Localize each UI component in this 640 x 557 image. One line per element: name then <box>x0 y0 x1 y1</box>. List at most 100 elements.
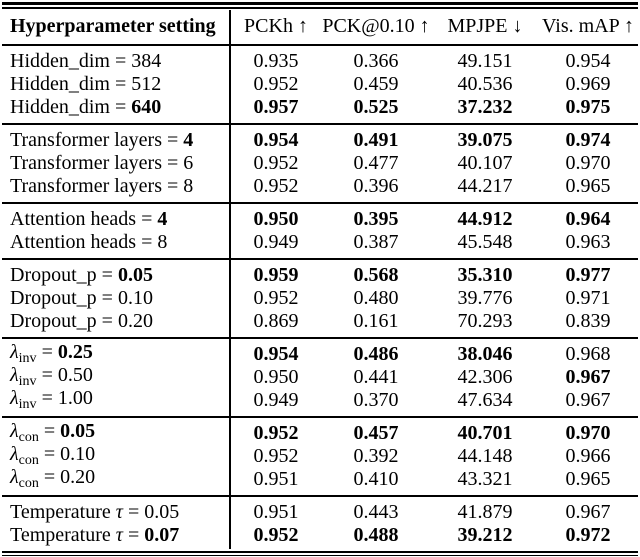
label-text: = <box>36 387 58 409</box>
table-row: Hidden_dim = 384 0.935 0.366 49.151 0.954 <box>2 50 638 73</box>
row-label: Temperature τ = 0.05 <box>2 501 232 524</box>
section-divider <box>2 494 638 497</box>
label-text: Hidden_dim = <box>10 49 132 72</box>
table-row: Transformer layers = 6 0.952 0.477 40.107 0.… <box>2 152 638 175</box>
table-section-dropout-p: Dropout_p = 0.05 0.959 0.568 35.310 0.977 Dro… <box>2 260 638 337</box>
metric-value: 43.321 <box>457 467 513 490</box>
label-subscript: con <box>18 430 39 445</box>
column-divider-line <box>229 10 231 549</box>
label-text: 1.00 <box>57 387 93 409</box>
metric-value: 0.459 <box>353 72 399 95</box>
row-label: Attention heads = 4 <box>2 208 232 231</box>
label-text: Dropout_p = <box>10 286 118 309</box>
metric-value: 0.952 <box>253 151 299 174</box>
metric-value: 0.950 <box>253 207 299 230</box>
table-row: Transformer layers = 4 0.954 0.491 39.075 0.… <box>2 129 638 152</box>
label-text: = <box>38 443 61 465</box>
table-row: Hidden_dim = 512 0.952 0.459 40.536 0.969 <box>2 73 638 96</box>
section-divider <box>2 122 638 125</box>
metric-value: 38.046 <box>457 342 513 365</box>
metric-value: 0.457 <box>353 421 399 444</box>
label-text: = <box>38 420 61 442</box>
row-label: λcon = 0.10 <box>2 443 232 469</box>
table-row: Dropout_p = 0.20 0.869 0.161 70.293 0.839 <box>2 310 638 333</box>
row-label: Hidden_dim = 640 <box>2 96 232 119</box>
metric-value: 0.952 <box>253 444 299 467</box>
label-text: Hidden_dim = <box>10 72 132 95</box>
table-row: Hidden_dim = 640 0.957 0.525 37.232 0.975 <box>2 96 638 119</box>
table-section-attention-heads: Attention heads = 4 0.950 0.395 44.912 0.964… <box>2 204 638 258</box>
metric-value: 0.952 <box>253 421 299 444</box>
label-text: = <box>38 466 61 488</box>
metric-value: 70.293 <box>457 309 513 332</box>
metric-value: 49.151 <box>457 49 513 72</box>
table-body: Hidden_dim = 384 0.935 0.366 49.151 0.954 Hid… <box>2 46 638 551</box>
label-text: 512 <box>131 72 162 95</box>
table-row: Temperature τ = 0.05 0.951 0.443 41.879 0.96… <box>2 501 638 524</box>
metric-value: 0.965 <box>565 174 611 197</box>
table-row: λinv = 0.50 0.950 0.441 42.306 0.967 <box>2 364 638 390</box>
label-text: 0.25 <box>57 341 93 363</box>
table-row: λcon = 0.10 0.952 0.392 44.148 0.966 <box>2 443 638 469</box>
metric-value: 0.952 <box>253 72 299 95</box>
metric-value: 0.869 <box>253 309 299 332</box>
label-text: 0.05 <box>60 420 96 442</box>
label-text: 640 <box>131 95 162 118</box>
row-label: Transformer layers = 4 <box>2 129 232 152</box>
table-row: Temperature τ = 0.07 0.952 0.488 39.212 0.97… <box>2 524 638 547</box>
metric-value: 0.491 <box>353 128 399 151</box>
table-row: λinv = 1.00 0.949 0.370 47.634 0.967 <box>2 387 638 413</box>
row-label: Hidden_dim = 512 <box>2 73 232 96</box>
label-text: Transformer layers = <box>10 151 184 174</box>
metric-value: 39.212 <box>457 523 513 546</box>
label-text: λ <box>10 341 19 363</box>
top-rule-thick <box>2 2 638 5</box>
metric-value: 0.954 <box>565 49 611 72</box>
metric-value: 44.912 <box>457 207 513 230</box>
label-text: Hidden_dim = <box>10 95 132 118</box>
metric-value: 0.954 <box>253 342 299 365</box>
metric-value: 0.161 <box>353 309 399 332</box>
metric-value: 0.949 <box>253 230 299 253</box>
label-text: 0.50 <box>57 364 93 386</box>
label-text: λ <box>10 443 19 465</box>
header-divider <box>2 43 638 46</box>
metric-value: 35.310 <box>457 263 513 286</box>
row-label: λinv = 1.00 <box>2 387 232 413</box>
metric-value: 0.488 <box>353 523 399 546</box>
metric-value: 39.776 <box>457 286 513 309</box>
row-label: Dropout_p = 0.20 <box>2 310 232 333</box>
section-divider <box>2 257 638 260</box>
header-vis-map: Vis. mAP ↑ <box>542 14 634 37</box>
label-subscript: inv <box>18 397 37 412</box>
metric-value: 0.967 <box>565 500 611 523</box>
top-rule-thin <box>2 7 638 9</box>
metric-value: 0.964 <box>565 207 611 230</box>
metric-value: 41.879 <box>457 500 513 523</box>
header-mpjpe: MPJPE ↓ <box>447 14 523 37</box>
label-text: 0.05 <box>144 500 180 523</box>
row-label: λinv = 0.50 <box>2 364 232 390</box>
metric-value: 0.970 <box>565 151 611 174</box>
row-label: λinv = 0.25 <box>2 341 232 367</box>
label-text: 0.07 <box>144 523 180 546</box>
label-text: 0.10 <box>117 286 153 309</box>
label-subscript: inv <box>18 351 37 366</box>
label-text: Dropout_p = <box>10 309 118 332</box>
metric-value: 0.971 <box>565 286 611 309</box>
metric-value: 0.366 <box>353 49 399 72</box>
row-label: Attention heads = 8 <box>2 231 232 254</box>
label-text: = <box>122 523 145 546</box>
metric-value: 0.486 <box>353 342 399 365</box>
label-text: 0.10 <box>60 443 96 465</box>
metric-value: 0.480 <box>353 286 399 309</box>
bottom-rule-thin2 <box>2 554 638 556</box>
metric-value: 0.952 <box>253 174 299 197</box>
table-row: λcon = 0.20 0.951 0.410 43.321 0.965 <box>2 466 638 491</box>
label-text: λ <box>10 364 19 386</box>
metric-value: 0.963 <box>565 230 611 253</box>
metric-value: 0.977 <box>565 263 611 286</box>
label-text: Temperature <box>10 523 116 546</box>
metric-value: 0.949 <box>253 388 299 411</box>
label-text: 8 <box>183 174 194 197</box>
